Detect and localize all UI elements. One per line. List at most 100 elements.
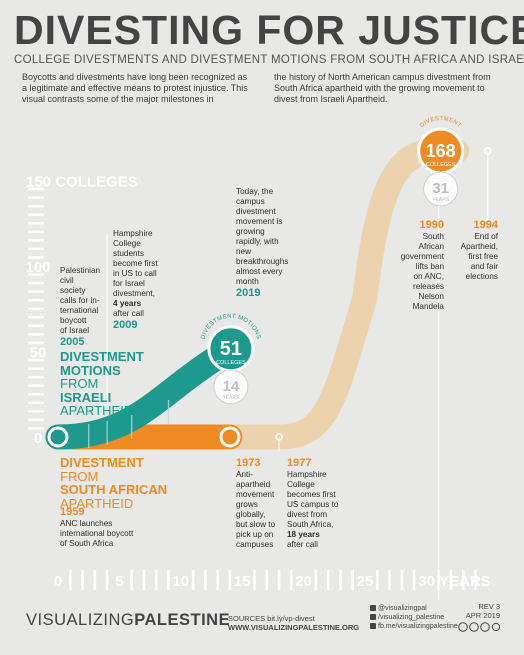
page-subtitle: COLLEGE DIVESTMENTS AND DIVESTMENT MOTIO… xyxy=(14,54,524,66)
creative-commons-icon xyxy=(458,622,500,632)
website-link[interactable]: WWW.VISUALIZINGPALESTINE.ORG xyxy=(228,623,360,632)
y-tick-label: 50 xyxy=(30,345,47,362)
annotation-line: ternational xyxy=(60,306,99,315)
annotation-line: ANC launches xyxy=(60,519,113,528)
annotation-year: 2005 xyxy=(60,336,85,348)
annotation-1973: 1973 Anti- apartheid movement grows glob… xyxy=(236,457,288,550)
badge-sa-years-value: 31 xyxy=(432,180,449,197)
marker-1973 xyxy=(219,426,241,448)
annotation-line: divestment xyxy=(236,207,276,216)
series-title-line: ISRAELI xyxy=(60,389,112,405)
annotation-line: students xyxy=(113,249,144,258)
annotation-line: for Israel xyxy=(113,279,145,288)
annotation-line: US campus to xyxy=(287,500,339,509)
annotation-bold: 18 years xyxy=(287,530,320,539)
annotation-line: breakthroughs xyxy=(236,257,289,266)
annotation-1994: 1994 End of Apartheid, first free and fa… xyxy=(452,219,498,282)
badge-sa-years xyxy=(423,172,458,206)
annotation-line: civil xyxy=(60,276,74,285)
annotation-line: first free xyxy=(468,252,498,261)
x-tick-label: 0 xyxy=(54,573,62,590)
grid-layer xyxy=(28,187,477,590)
instagram-link[interactable]: /visualizing_palestine xyxy=(378,614,445,621)
annotation-line: become first xyxy=(113,259,158,268)
badge-israel-unit: COLLEGES xyxy=(216,360,246,366)
sources-link[interactable]: SOURCES bit.ly/vp-divest xyxy=(228,614,315,623)
annotation-bold: 4 years xyxy=(113,299,142,308)
twitter-link[interactable]: @visualizingpal xyxy=(378,605,427,612)
annotation-line: Hampshire xyxy=(113,229,153,238)
sources: SOURCES bit.ly/vp-divest WWW.VISUALIZING… xyxy=(228,614,359,632)
annotation-year: 1959 xyxy=(60,506,85,518)
series-title-line: SOUTH AFRICAN xyxy=(60,482,168,497)
y-tick-label: 0 xyxy=(34,430,42,447)
twitter-icon xyxy=(370,605,376,612)
brand-bold: PALESTINE xyxy=(134,611,231,629)
x-axis-label: 30 YEARS xyxy=(418,573,490,590)
annotation-line: of Israel xyxy=(60,326,90,335)
revision-date: APR 2019 xyxy=(465,611,500,620)
badge-sa-value: 168 xyxy=(426,141,456,161)
annotation-line: lifts ban xyxy=(415,262,444,271)
annotation-line: movement xyxy=(236,490,275,499)
annotation-line: government xyxy=(400,252,444,261)
x-tick-label: 20 xyxy=(295,573,312,590)
axis-labels-layer: 0 50 100 150 COLLEGES 0 5 10 15 20 25 30 YEARS xyxy=(25,174,490,591)
page-title: DIVESTING FOR JUSTICE xyxy=(14,7,524,53)
annotation-line: South xyxy=(422,232,444,241)
annotation-year: 1990 xyxy=(419,219,444,231)
instagram-icon xyxy=(370,614,376,621)
annotation-line: of South Africa xyxy=(60,539,114,548)
annotation-line: and fair xyxy=(470,262,498,271)
annotation-line: month xyxy=(236,277,259,286)
annotation-line: society xyxy=(60,286,86,295)
annotation-year: 1994 xyxy=(473,219,498,231)
annotation-line: on ANC, xyxy=(413,272,445,281)
annotation-line: after call xyxy=(287,540,318,549)
badge-sa-years-ring xyxy=(423,171,459,207)
revision: REV 3 xyxy=(478,602,500,611)
annotation-year: 2009 xyxy=(113,319,138,331)
series-title-line: DIVESTMENT xyxy=(60,455,144,470)
intro-text-right: the history of North American campus div… xyxy=(274,72,491,104)
revision-info: REV 3 APR 2019 xyxy=(440,602,500,620)
y-tick-label: 100 xyxy=(25,259,50,276)
annotation-1990: 1990 South African government lifts ban … xyxy=(396,219,444,312)
annotation-1977: 1977 Hampshire College becomes first US … xyxy=(287,457,351,550)
annotation-year: 1973 xyxy=(236,457,261,469)
x-tick-label: 5 xyxy=(115,573,123,590)
annotation-2019: Today, the campus divestment movement is… xyxy=(236,187,298,300)
annotation-line: elections xyxy=(465,272,498,281)
intro-text-left: Boycotts and divestments have long been … xyxy=(22,72,248,104)
facebook-icon xyxy=(370,623,376,630)
annotation-line: Apartheid, xyxy=(460,242,498,251)
badge-sa-arc-text: DIVESTMENT xyxy=(419,116,462,129)
annotation-line: College xyxy=(113,239,141,248)
annotation-line: movement is xyxy=(236,217,283,226)
brand-logo: VISUALIZINGPALESTINE xyxy=(26,611,230,630)
annotation-line: almost every xyxy=(236,267,283,276)
annotation-line: College xyxy=(287,480,315,489)
x-tick-label: 10 xyxy=(172,573,189,590)
series-line-south-africa-full xyxy=(45,138,470,450)
annotation-line: South Africa, xyxy=(287,520,334,529)
annotation-line: Today, the xyxy=(236,187,274,196)
annotation-line: grows xyxy=(236,500,258,509)
series-title-line: APARTHEID xyxy=(60,403,134,418)
x-tick-label: 15 xyxy=(234,573,251,590)
annotation-line: campus xyxy=(236,197,265,206)
annotation-line: campuses xyxy=(236,540,274,549)
annotation-dot-1994 xyxy=(484,147,492,155)
badge-israel-years-ring xyxy=(213,369,249,405)
annotation-line: becomes first xyxy=(287,490,336,499)
annotation-line: Mandela xyxy=(412,302,444,311)
badge-israel-years-unit: YEARS xyxy=(222,395,240,401)
annotation-line: calls for in- xyxy=(60,296,100,305)
annotation-line: but slow to xyxy=(236,520,276,529)
series-title-line: FROM xyxy=(60,376,99,391)
annotation-line: in US to call xyxy=(113,269,157,278)
facebook-link[interactable]: fb.me/visualizingpalestine xyxy=(378,623,458,630)
annotation-line: African xyxy=(418,242,444,251)
